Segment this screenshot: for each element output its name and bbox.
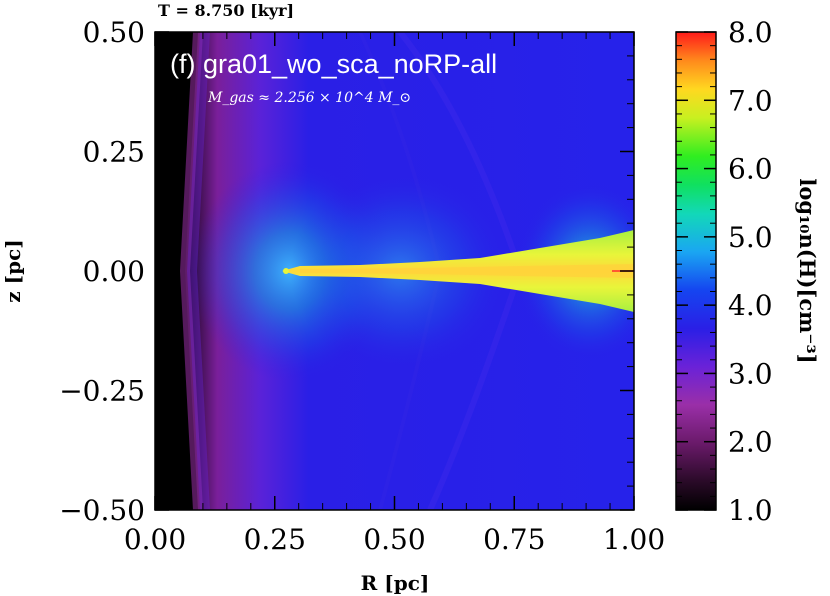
density-map: [155, 32, 634, 510]
colorbar-tick-label: 3.0: [728, 357, 773, 390]
y-tick-label: −0.25: [59, 375, 145, 408]
y-axis: 0.50 0.25 0.00 −0.25 −0.50: [59, 16, 634, 527]
colorbar-tick-label: 1.0: [728, 494, 773, 527]
x-tick-label: 0.00: [124, 523, 186, 556]
y-tick-label: 0.00: [83, 255, 145, 288]
y-tick-label: 0.50: [83, 16, 145, 49]
x-tick-label: 1.00: [603, 523, 665, 556]
colorbar-tick-label: 5.0: [728, 221, 773, 254]
colorbar-ticks: 8.0 7.0 6.0 5.0 4.0 3.0 2.0 1.0: [676, 16, 773, 527]
colorbar: [676, 32, 716, 510]
colorbar-tick-label: 4.0: [728, 289, 773, 322]
time-label: T = 8.750 [kyr]: [158, 1, 294, 20]
x-tick-label: 0.25: [244, 523, 306, 556]
x-tick-label: 0.50: [363, 523, 425, 556]
shock-front: [179, 32, 203, 510]
colorbar-tick-label: 6.0: [728, 153, 773, 186]
mass-label: M_gas ≈ 2.256 × 10^4 M_⊙: [207, 90, 411, 106]
disk-core: [300, 264, 634, 278]
y-tick-label: −0.50: [59, 494, 145, 527]
panel-label: (f) gra01_wo_sca_noRP-all: [170, 49, 497, 79]
y-tick-label: 0.25: [83, 136, 145, 169]
colorbar-tick-label: 8.0: [728, 16, 773, 49]
colorbar-tick-label: 2.0: [728, 426, 773, 459]
colorbar-tick-label: 7.0: [728, 84, 773, 117]
colorbar-label: log₁₀n(H)[cm⁻³]: [795, 178, 820, 363]
y-axis-label: z [pc]: [1, 239, 25, 302]
x-tick-label: 0.75: [483, 523, 545, 556]
x-axis: 0.00 0.25 0.50 0.75 1.00: [124, 32, 665, 556]
x-axis-label: R [pc]: [361, 571, 430, 595]
